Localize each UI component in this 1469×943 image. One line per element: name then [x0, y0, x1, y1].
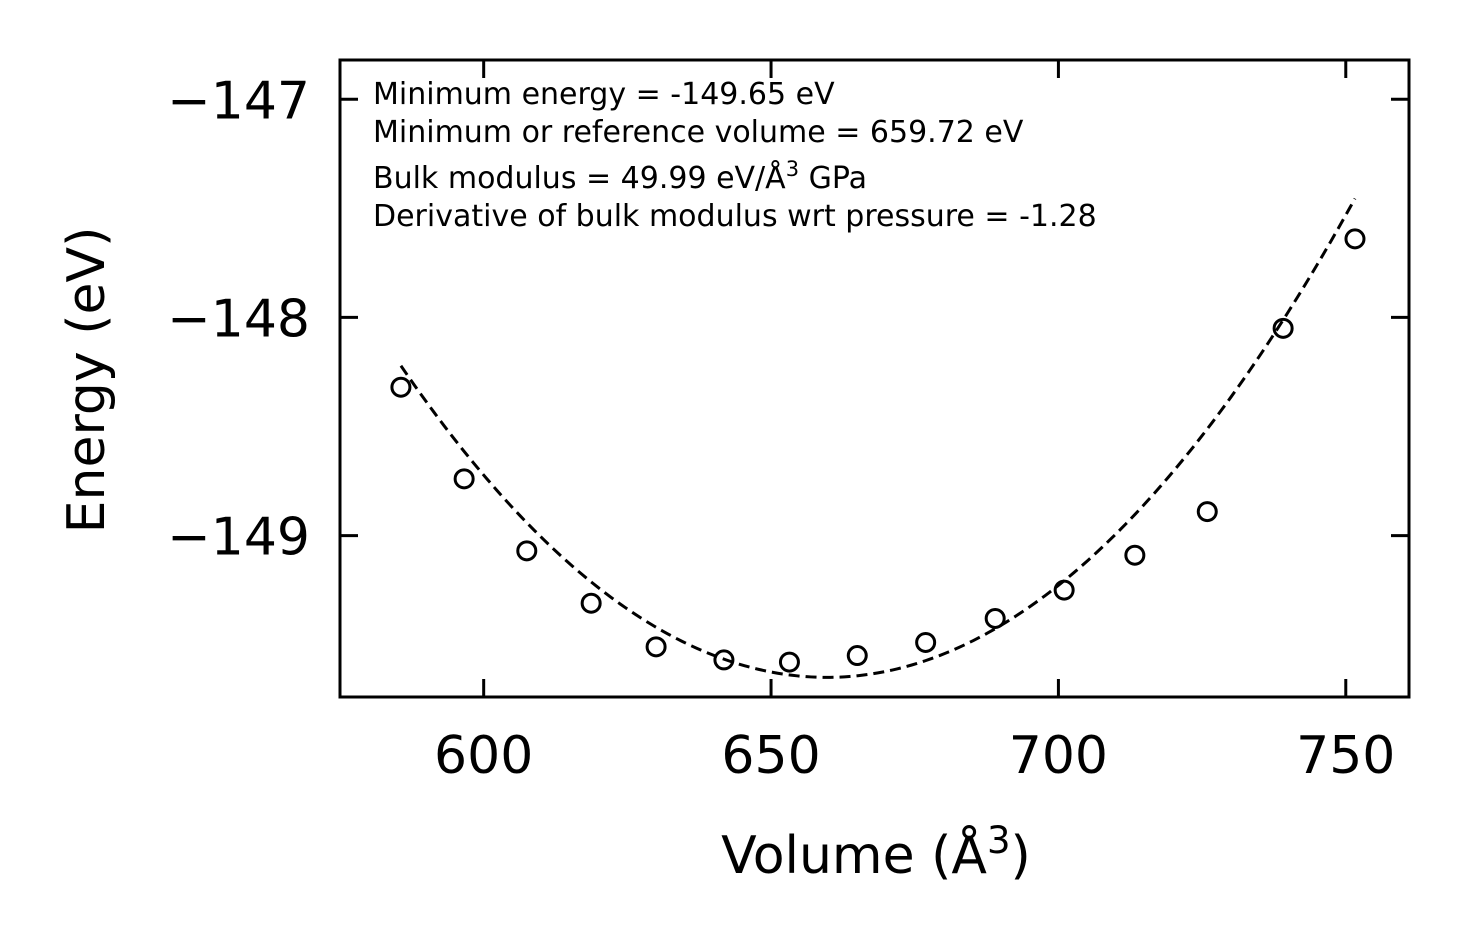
x-axis-label-close: )	[1011, 826, 1031, 886]
x-tick-label: 750	[1296, 726, 1395, 786]
fit-curve-layer	[399, 197, 1357, 679]
annotation-derivative: Derivative of bulk modulus wrt pressure …	[373, 199, 1097, 234]
data-point	[390, 376, 412, 398]
x-tick-label: 650	[721, 726, 820, 786]
annotation-bulk-modulus-text: Bulk modulus = 49.99 eV/Å	[373, 160, 786, 196]
data-point	[1344, 228, 1366, 250]
y-tick-label: −149	[167, 508, 310, 568]
data-point	[1196, 501, 1218, 523]
data-point	[713, 649, 735, 671]
x-tick-label: 700	[1009, 726, 1108, 786]
y-tick-label: −148	[167, 289, 310, 349]
x-tick-label: 600	[434, 726, 533, 786]
data-point	[846, 645, 868, 667]
data-point	[915, 631, 937, 653]
y-tick-label: −147	[167, 71, 310, 131]
plot-frame	[338, 58, 1411, 699]
data-point	[778, 651, 800, 673]
ticks-layer: 600 650 700 750 −147 −148 −149	[167, 60, 1409, 786]
annotation-bulk-modulus-sup: 3	[786, 157, 799, 181]
data-point	[580, 592, 602, 614]
fit-curve	[399, 197, 1357, 679]
annotation-ref-volume: Minimum or reference volume = 659.72 eV	[373, 115, 1024, 150]
data-point	[645, 636, 667, 658]
annotation-bulk-modulus-unit: GPa	[799, 161, 867, 196]
data-point	[1272, 317, 1294, 339]
data-points-layer	[390, 228, 1366, 673]
data-point	[1053, 579, 1075, 601]
data-point	[516, 540, 538, 562]
annotation-bulk-modulus: Bulk modulus = 49.99 eV/Å3 GPa	[373, 157, 867, 196]
y-axis-label: Energy (eV)	[57, 227, 117, 534]
x-axis-label-text: Volume (Å	[721, 824, 987, 886]
data-point	[453, 468, 475, 490]
x-axis-label-sup: 3	[987, 819, 1011, 862]
x-axis-label: Volume (Å3)	[721, 819, 1031, 886]
annotation-min-energy: Minimum energy = -149.65 eV	[373, 77, 835, 112]
data-point	[984, 607, 1006, 629]
data-point	[1124, 544, 1146, 566]
